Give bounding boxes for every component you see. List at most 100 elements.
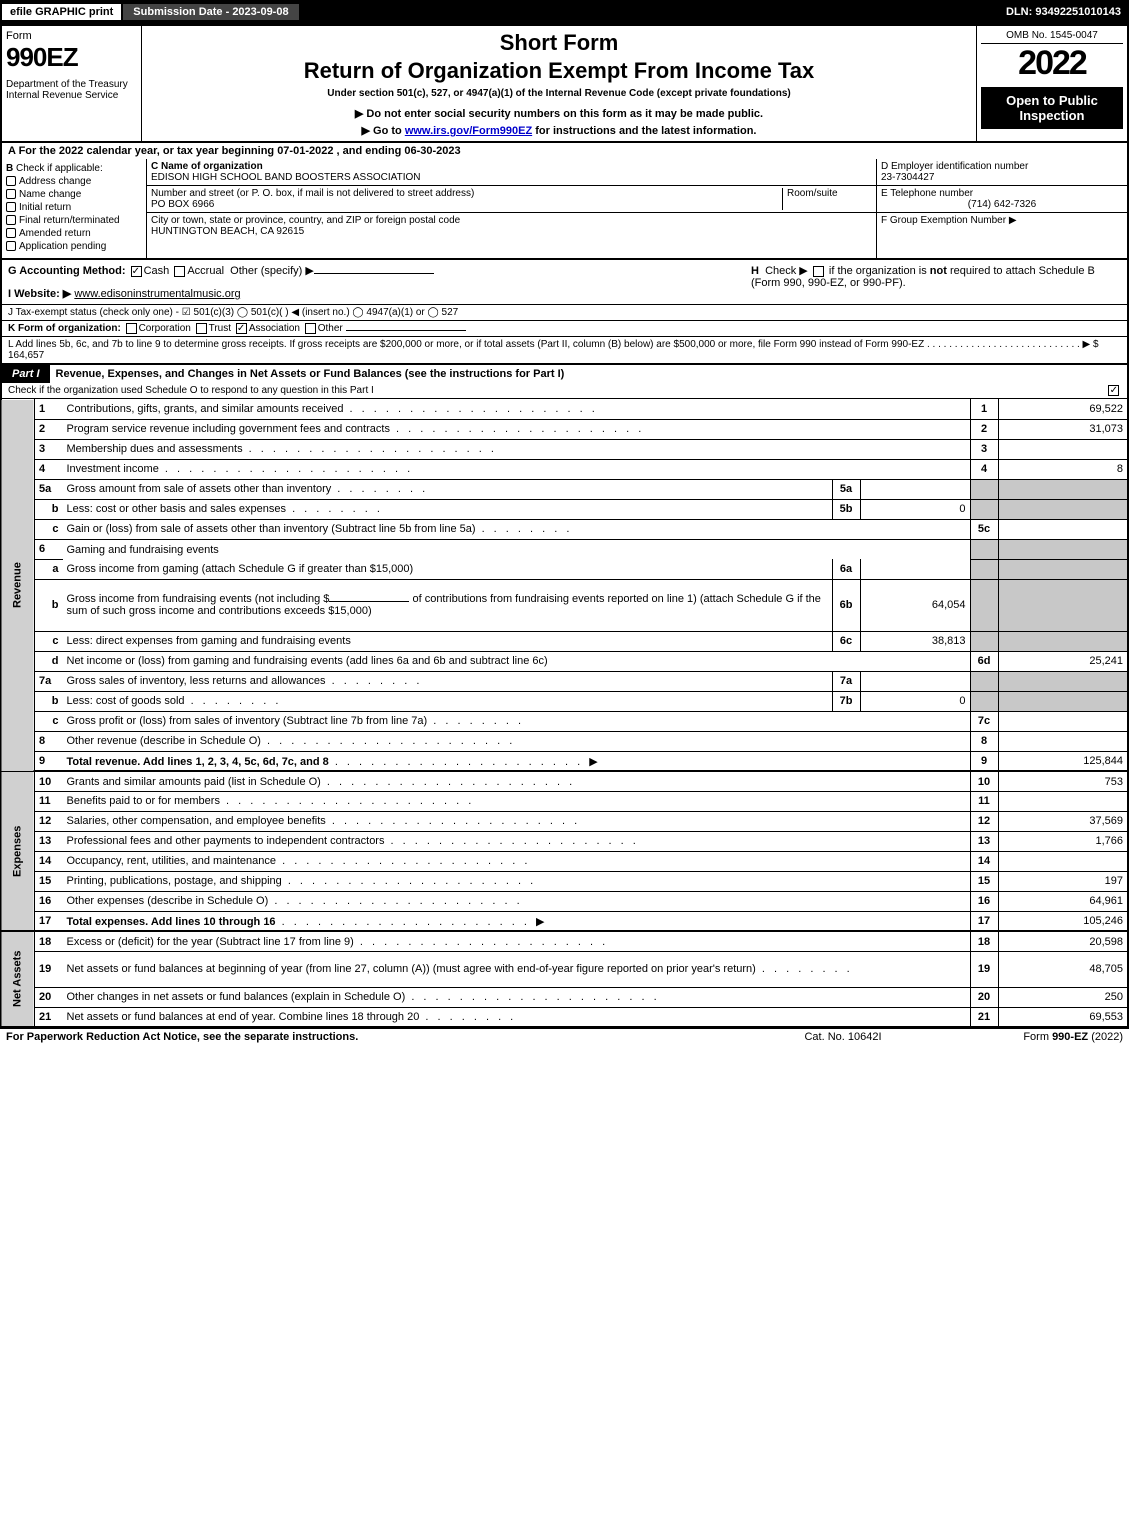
g-other-input[interactable] — [314, 273, 434, 274]
note-ssn: ▶ Do not enter social security numbers o… — [150, 107, 968, 120]
footer-right: Form 990-EZ (2022) — [943, 1031, 1123, 1043]
irs-link[interactable]: www.irs.gov/Form990EZ — [405, 125, 532, 137]
note-post: for instructions and the latest informat… — [532, 125, 756, 137]
line-5a: 5a Gross amount from sale of assets othe… — [1, 479, 1128, 499]
e-label: E Telephone number — [881, 188, 973, 199]
note-pre: ▶ Go to — [362, 125, 405, 137]
header-left: Form 990EZ Department of the Treasury In… — [2, 26, 142, 141]
line-19: 19 Net assets or fund balances at beginn… — [1, 951, 1128, 987]
h-text: H Check ▶ if the organization is not req… — [751, 265, 1095, 289]
g-label: G Accounting Method: — [8, 265, 126, 277]
line-4: 4 Investment income 4 8 — [1, 459, 1128, 479]
chk-cash[interactable] — [131, 266, 142, 277]
chk-corp[interactable] — [126, 323, 137, 334]
section-g-h: G Accounting Method: Cash Accrual Other … — [0, 260, 1129, 305]
short-form: Short Form — [150, 30, 968, 56]
form-number: 990EZ — [6, 42, 137, 73]
line-18: Net Assets 18 Excess or (deficit) for th… — [1, 931, 1128, 951]
line-6b: b Gross income from fundraising events (… — [1, 579, 1128, 631]
line-16: 16 Other expenses (describe in Schedule … — [1, 891, 1128, 911]
chk-trust[interactable] — [196, 323, 207, 334]
chk-accrual[interactable] — [174, 266, 185, 277]
chk-h[interactable] — [813, 266, 824, 277]
section-a: A For the 2022 calendar year, or tax yea… — [0, 143, 1129, 159]
section-c: C Name of organizationEDISON HIGH SCHOOL… — [147, 159, 877, 258]
chk-initial-return[interactable] — [6, 202, 16, 212]
line-13: 13 Professional fees and other payments … — [1, 831, 1128, 851]
i-label: I Website: ▶ — [8, 288, 71, 300]
line-3: 3 Membership dues and assessments 3 — [1, 439, 1128, 459]
part1-header: Part I Revenue, Expenses, and Changes in… — [0, 365, 1129, 383]
chk-pending[interactable] — [6, 241, 16, 251]
k-corp: Corporation — [139, 323, 191, 334]
website[interactable]: www.edisoninstrumentalmusic.org — [74, 288, 240, 300]
note-link: ▶ Go to www.irs.gov/Form990EZ for instru… — [150, 124, 968, 137]
chk-address-change[interactable] — [6, 176, 16, 186]
efile-print[interactable]: efile GRAPHIC print — [0, 2, 123, 22]
city: HUNTINGTON BEACH, CA 92615 — [151, 226, 304, 237]
k-trust: Trust — [209, 323, 231, 334]
form-label: Form — [6, 30, 137, 42]
phone: (714) 642-7326 — [881, 199, 1123, 210]
vlabel-netassets: Net Assets — [1, 931, 35, 1027]
g-accrual: Accrual — [187, 265, 224, 277]
dln: DLN: 93492251010143 — [1006, 6, 1129, 18]
line-2: 2 Program service revenue including gove… — [1, 419, 1128, 439]
city-label: City or town, state or province, country… — [151, 215, 460, 226]
tax-year: 2022 — [981, 44, 1123, 83]
k-other-input[interactable] — [346, 330, 466, 331]
chk-name-change[interactable] — [6, 189, 16, 199]
line-9: 9 Total revenue. Add lines 1, 2, 3, 4, 5… — [1, 751, 1128, 771]
addr-label: Number and street (or P. O. box, if mail… — [151, 188, 474, 199]
omb-number: OMB No. 1545-0047 — [981, 30, 1123, 44]
info-row: B Check if applicable: Address change Na… — [0, 159, 1129, 260]
line-6d: d Net income or (loss) from gaming and f… — [1, 651, 1128, 671]
chk-final-return[interactable] — [6, 215, 16, 225]
section-de: D Employer identification number23-73044… — [877, 159, 1127, 258]
line-5b: b Less: cost or other basis and sales ex… — [1, 499, 1128, 519]
submission-date: Submission Date - 2023-09-08 — [123, 4, 298, 20]
chk-other[interactable] — [305, 323, 316, 334]
chk-amended[interactable] — [6, 228, 16, 238]
b-item-1: Name change — [19, 189, 81, 200]
f-label: F Group Exemption Number ▶ — [881, 215, 1017, 226]
k-other: Other — [318, 323, 343, 334]
line-8: 8 Other revenue (describe in Schedule O)… — [1, 731, 1128, 751]
b-item-4: Amended return — [19, 228, 91, 239]
line-1: Revenue 1 Contributions, gifts, grants, … — [1, 399, 1128, 419]
top-bar: efile GRAPHIC print Submission Date - 20… — [0, 0, 1129, 24]
line-6c: c Less: direct expenses from gaming and … — [1, 631, 1128, 651]
line-12: 12 Salaries, other compensation, and emp… — [1, 811, 1128, 831]
form-subtitle: Under section 501(c), 527, or 4947(a)(1)… — [150, 88, 968, 99]
line-7b: b Less: cost of goods sold 7b 0 — [1, 691, 1128, 711]
footer-mid: Cat. No. 10642I — [743, 1031, 943, 1043]
section-l: L Add lines 5b, 6c, and 7b to line 9 to … — [0, 337, 1129, 365]
dept: Department of the Treasury Internal Reve… — [6, 79, 137, 101]
line-14: 14 Occupancy, rent, utilities, and maint… — [1, 851, 1128, 871]
b-item-2: Initial return — [19, 202, 71, 213]
line-21: 21 Net assets or fund balances at end of… — [1, 1007, 1128, 1027]
line-15: 15 Printing, publications, postage, and … — [1, 871, 1128, 891]
line-6: 6 Gaming and fundraising events — [1, 539, 1128, 559]
d-label: D Employer identification number — [881, 161, 1028, 172]
part1-table: Revenue 1 Contributions, gifts, grants, … — [0, 399, 1129, 1028]
g-cash: Cash — [144, 265, 170, 277]
footer: For Paperwork Reduction Act Notice, see … — [0, 1028, 1129, 1045]
line-7c: c Gross profit or (loss) from sales of i… — [1, 711, 1128, 731]
l6b-input[interactable] — [329, 601, 409, 602]
chk-assoc[interactable] — [236, 323, 247, 334]
part1-subtitle: Check if the organization used Schedule … — [0, 383, 1129, 399]
vlabel-expenses: Expenses — [1, 771, 35, 931]
line-10: Expenses 10 Grants and similar amounts p… — [1, 771, 1128, 791]
room-label: Room/suite — [787, 188, 838, 199]
b-item-5: Application pending — [19, 241, 106, 252]
part1-title: Revenue, Expenses, and Changes in Net As… — [50, 365, 1127, 383]
line-11: 11 Benefits paid to or for members 11 — [1, 791, 1128, 811]
section-b: B Check if applicable: Address change Na… — [2, 159, 147, 258]
line-6a: a Gross income from gaming (attach Sched… — [1, 559, 1128, 579]
vlabel-revenue: Revenue — [1, 399, 35, 771]
b-check-label: Check if applicable: — [16, 163, 103, 174]
g-other: Other (specify) ▶ — [230, 265, 314, 277]
chk-schedule-o[interactable] — [1108, 385, 1119, 396]
k-assoc: Association — [249, 323, 300, 334]
